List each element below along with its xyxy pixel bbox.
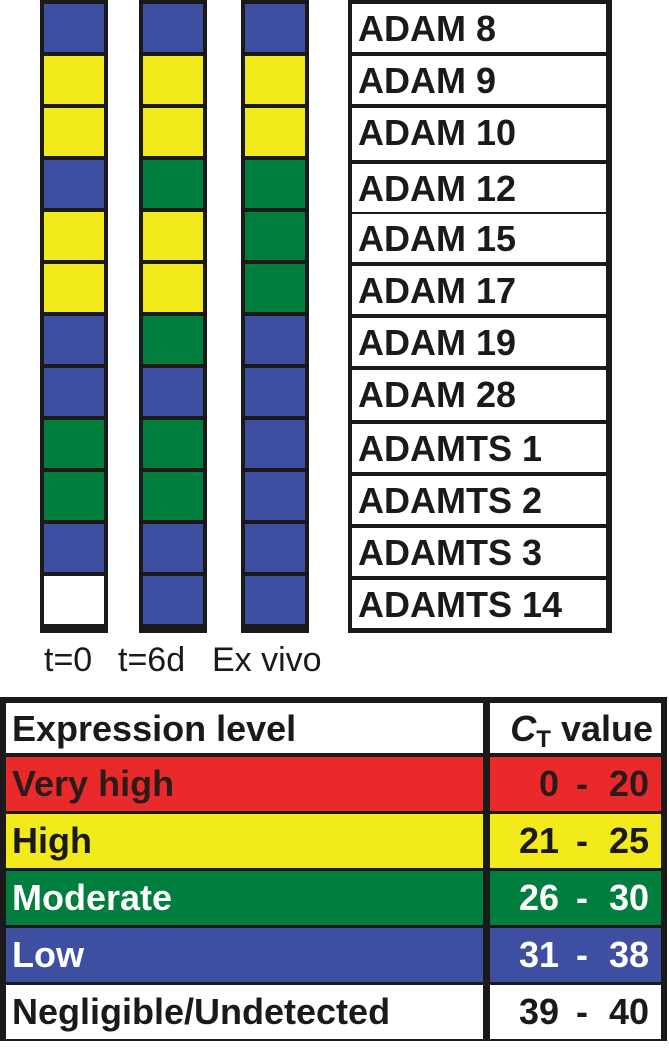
heatmap-cell — [245, 4, 305, 52]
ct-range-max: 25 — [608, 820, 649, 861]
gene-label: ADAM 12 — [352, 164, 606, 212]
heatmap-cell — [44, 264, 104, 312]
heatmap-cell — [143, 160, 203, 208]
gene-label: ADAM 15 — [352, 214, 606, 262]
heatmap-cell — [245, 576, 305, 624]
heatmap-cell — [44, 472, 104, 520]
ct-range-max: 38 — [608, 934, 649, 975]
ct-range-separator: - — [576, 991, 588, 1032]
legend-level-low: Low — [6, 928, 483, 982]
ct-subscript: T — [536, 726, 551, 753]
ct-word: value — [560, 708, 653, 749]
heatmap-cell — [143, 576, 203, 624]
gene-label: ADAMTS 2 — [352, 476, 606, 524]
ct-range-separator: - — [576, 763, 588, 804]
ct-range-max: 20 — [608, 763, 649, 804]
ct-range-max: 40 — [608, 991, 649, 1032]
gene-label: ADAM 10 — [352, 108, 606, 160]
ct-range-min: 39 — [518, 991, 559, 1032]
column-label: t=0 — [44, 641, 93, 679]
heatmap-cell — [44, 420, 104, 468]
ct-range-separator: - — [576, 820, 588, 861]
heatmap-cell — [245, 420, 305, 468]
ct-range-separator: - — [576, 877, 588, 918]
column-label: Ex vivo — [212, 641, 322, 679]
legend-level-high: High — [6, 814, 483, 868]
ct-range-min: 0 — [538, 763, 559, 804]
ct-symbol: C — [510, 708, 537, 749]
legend-level-negligible: Negligible/Undetected — [6, 985, 483, 1039]
heatmap-cell — [143, 4, 203, 52]
heatmap-cell — [44, 160, 104, 208]
heatmap-cell — [143, 368, 203, 416]
heatmap-cell — [245, 368, 305, 416]
ct-range-separator: - — [576, 934, 588, 975]
legend-header-expression-level: Expression level — [6, 703, 483, 753]
gene-label: ADAMTS 1 — [352, 424, 606, 472]
heatmap-cell — [44, 56, 104, 104]
heatmap-cell — [245, 264, 305, 312]
heatmap-cell — [245, 212, 305, 260]
gene-label: ADAMTS 3 — [352, 528, 606, 576]
heatmap-cell — [245, 56, 305, 104]
gene-label: ADAM 9 — [352, 56, 606, 104]
gene-label: ADAM 8 — [352, 4, 606, 52]
legend-ct-range: 31-38 — [490, 928, 661, 982]
heatmap-cell — [143, 56, 203, 104]
legend-level-moderate: Moderate — [6, 871, 483, 925]
legend-level-very-high: Very high — [6, 757, 483, 811]
heatmap-column-1 — [40, 0, 108, 633]
heatmap-cell — [44, 524, 104, 572]
heatmap-cell — [143, 472, 203, 520]
heatmap-cell — [143, 420, 203, 468]
heatmap-cell — [44, 576, 104, 624]
heatmap-column-3 — [241, 0, 309, 633]
gene-label: ADAMTS 14 — [352, 580, 606, 628]
ct-range-min: 31 — [518, 934, 559, 975]
heatmap-cell — [245, 472, 305, 520]
legend-header-ct-value: CT value — [490, 703, 661, 753]
gene-label: ADAM 19 — [352, 318, 606, 366]
heatmap-cell — [245, 316, 305, 364]
heatmap-cell — [143, 316, 203, 364]
heatmap-cell — [143, 264, 203, 312]
heatmap-cell — [245, 160, 305, 208]
gene-label: ADAM 28 — [352, 370, 606, 420]
heatmap-cell — [143, 108, 203, 156]
heatmap-cell — [44, 108, 104, 156]
heatmap-cell — [245, 108, 305, 156]
expression-legend-table: Expression level CT value Very high 0-20 H… — [0, 697, 667, 1041]
heatmap-cell — [44, 4, 104, 52]
legend-ct-range: 26-30 — [490, 871, 661, 925]
heatmap-column-2 — [139, 0, 207, 633]
heatmap-cell — [44, 316, 104, 364]
heatmap-cell — [143, 524, 203, 572]
ct-range-min: 21 — [518, 820, 559, 861]
gene-label: ADAM 17 — [352, 266, 606, 314]
heatmap-cell — [44, 212, 104, 260]
legend-ct-range: 21-25 — [490, 814, 661, 868]
heatmap-cell — [44, 368, 104, 416]
heatmap-cell — [245, 524, 305, 572]
ct-range-max: 30 — [608, 877, 649, 918]
ct-range-min: 26 — [518, 877, 559, 918]
column-label: t=6d — [118, 641, 186, 679]
legend-ct-range: 39-40 — [490, 985, 661, 1039]
gene-label-list: ADAM 8 ADAM 9 ADAM 10 ADAM 12 ADAM 15 ADAM 17… — [348, 0, 612, 633]
heatmap-cell — [143, 212, 203, 260]
legend-ct-range: 0-20 — [490, 757, 661, 811]
